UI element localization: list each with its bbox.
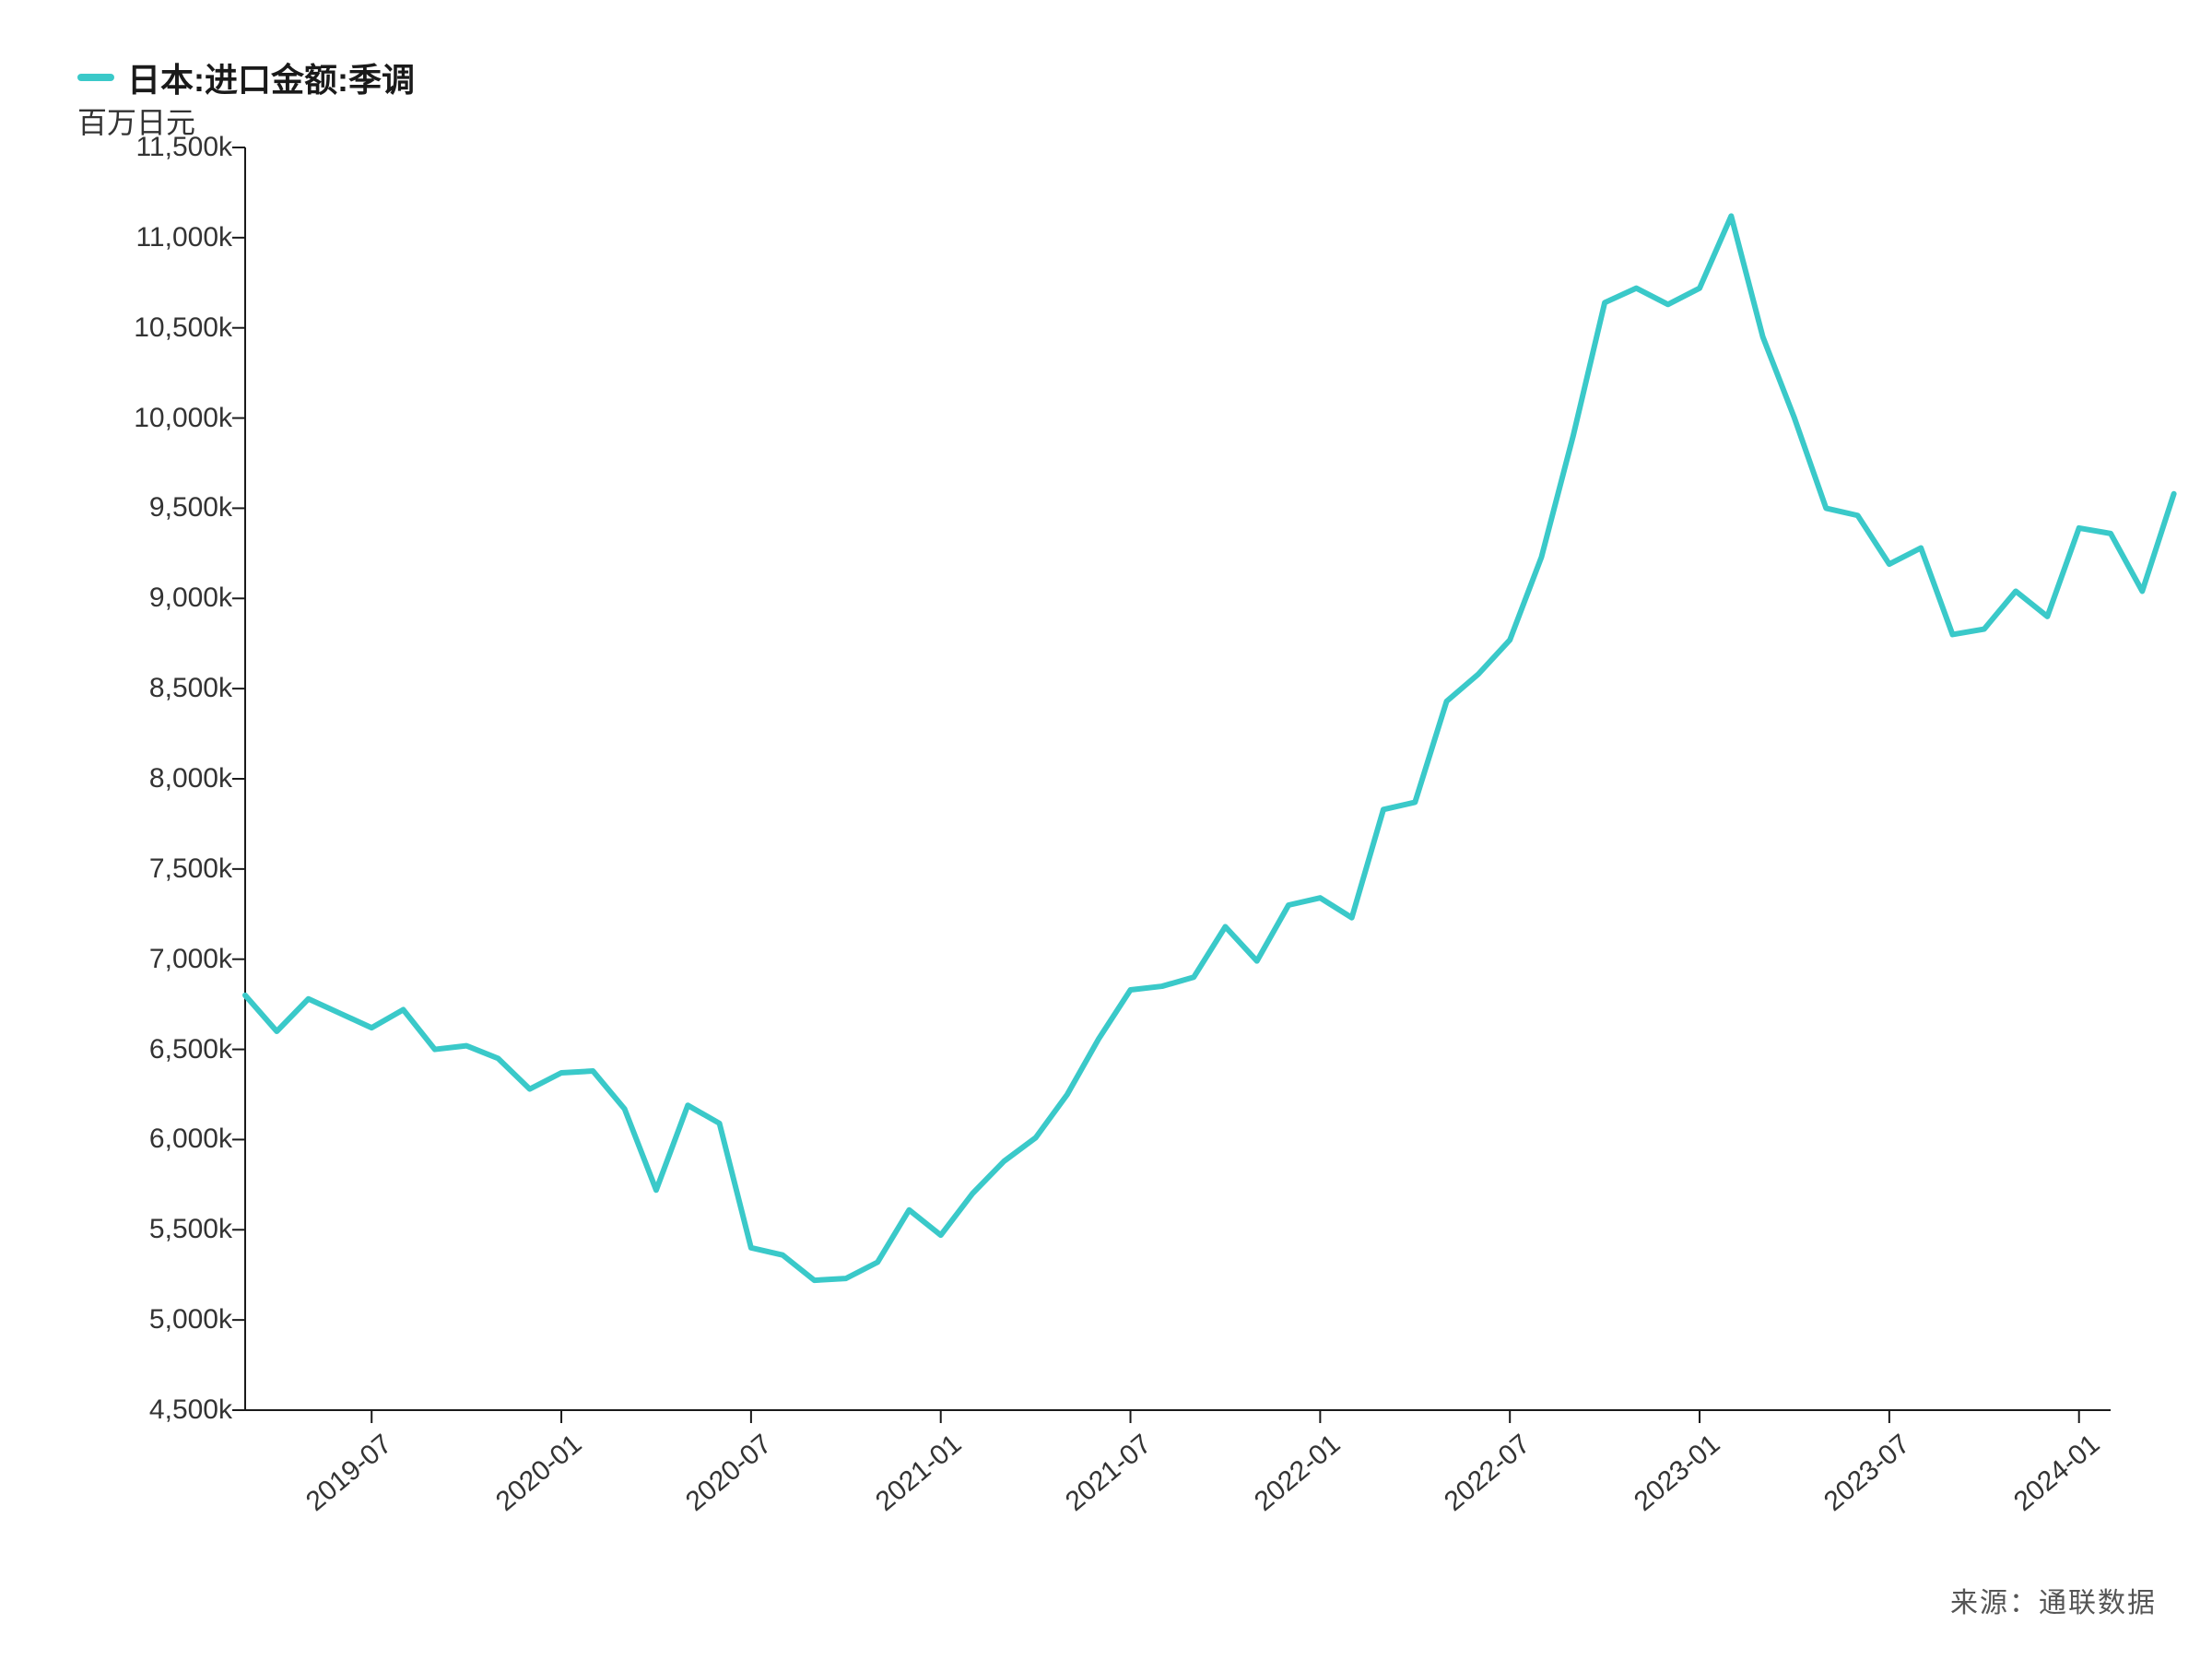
y-tick-label: 4,500k (149, 1394, 245, 1426)
y-tick-label: 7,500k (149, 853, 245, 885)
x-tick-label: 2023-01 (1607, 1429, 1726, 1535)
y-tick-label: 7,000k (149, 944, 245, 975)
x-tick-label: 2021-01 (849, 1429, 968, 1535)
y-tick-label: 10,000k (134, 403, 245, 434)
y-tick-label: 6,500k (149, 1034, 245, 1065)
y-tick-label: 5,500k (149, 1214, 245, 1245)
x-tick-label: 2021-07 (1039, 1429, 1158, 1535)
legend: 日本:进口金额:季调 (77, 53, 415, 101)
x-tick-label: 2020-01 (469, 1429, 588, 1535)
y-tick-label: 9,500k (149, 492, 245, 524)
y-tick-label: 5,000k (149, 1304, 245, 1335)
x-tick-label: 2023-07 (1797, 1429, 1916, 1535)
y-tick-label: 6,000k (149, 1124, 245, 1155)
plot-area: 4,500k5,000k5,500k6,000k6,500k7,000k7,50… (245, 147, 2111, 1410)
chart-container: 日本:进口金额:季调 百万日元 4,500k5,000k5,500k6,000k… (0, 0, 2212, 1659)
y-tick-label: 8,000k (149, 763, 245, 794)
legend-swatch (77, 74, 114, 81)
x-tick-label: 2022-01 (1228, 1429, 1347, 1535)
y-tick-label: 11,500k (135, 132, 245, 163)
y-tick-label: 11,000k (135, 222, 245, 253)
legend-label: 日本:进口金额:季调 (127, 53, 415, 101)
y-tick-label: 9,000k (149, 582, 245, 614)
y-tick-label: 8,500k (149, 673, 245, 704)
x-tick-label: 2019-07 (279, 1429, 398, 1535)
line-chart-svg (245, 147, 2111, 1410)
y-tick-label: 10,500k (134, 312, 245, 344)
x-tick-label: 2024-01 (1987, 1429, 2106, 1535)
x-tick-label: 2022-07 (1418, 1429, 1536, 1535)
source-attribution: 来源：通联数据 (1950, 1580, 2157, 1620)
x-tick-label: 2020-07 (659, 1429, 778, 1535)
